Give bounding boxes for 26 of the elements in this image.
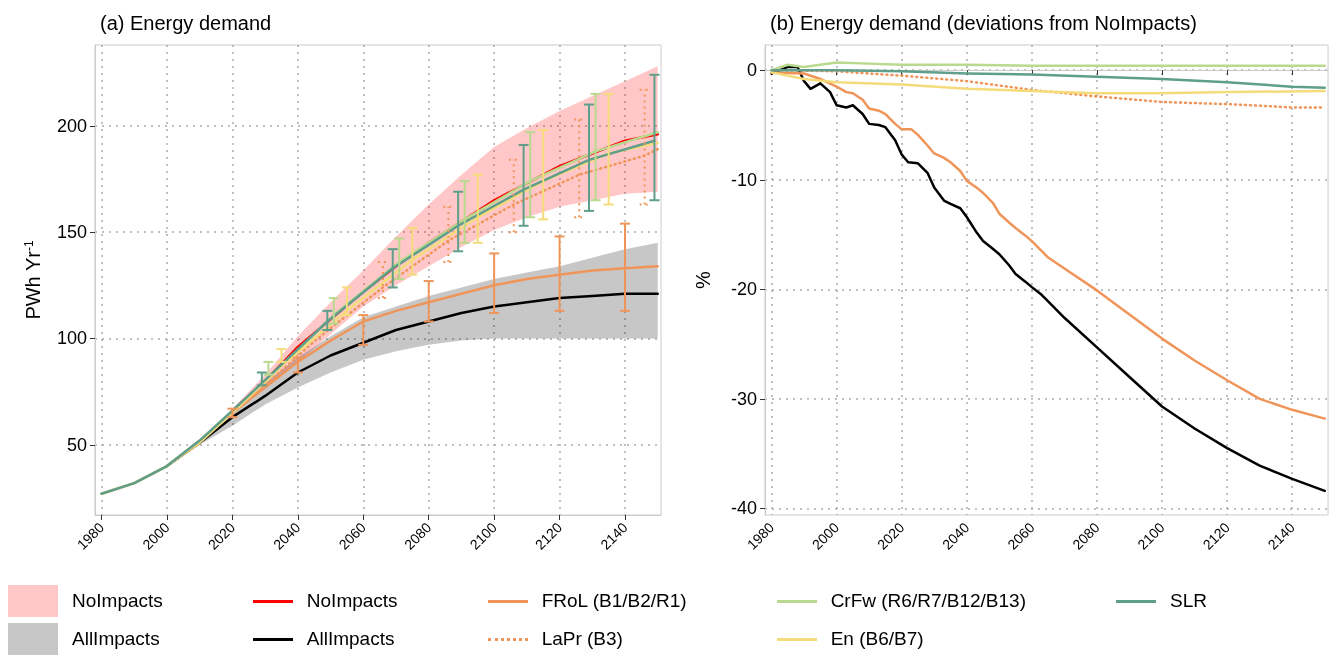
legend-label: En (B6/B7) [830, 628, 924, 650]
chart-title: (b) Energy demand (deviations from NoImpacts) [770, 12, 1197, 34]
legend-label: SLR [1169, 590, 1207, 612]
line-series [770, 68, 1326, 89]
y-axis-title: PWh Yr-1 [22, 239, 44, 320]
legend-label: AllImpacts [72, 628, 160, 650]
y-tick-label: -10 [730, 169, 757, 190]
y-tick-label: 50 [66, 434, 87, 455]
legend-label: AllImpacts [306, 628, 395, 650]
y-tick-label: -20 [730, 279, 757, 300]
y-tick-label: 0 [746, 60, 757, 81]
legend-label: FRoL (B1/B2/R1) [541, 590, 687, 612]
y-tick-label: -40 [730, 498, 757, 519]
y-tick-label: -30 [730, 388, 757, 409]
line-series [770, 65, 1326, 493]
legend-label: LaPr (B3) [541, 628, 623, 650]
y-tick-label: 100 [56, 328, 87, 349]
chart-title: (a) Energy demand [100, 12, 272, 34]
line-series [770, 71, 1326, 95]
text: NoImpacts [72, 590, 163, 611]
legend-label: CrFw (R6/R7/B12/B13) [830, 590, 1026, 612]
y-tick-label: 200 [56, 115, 87, 136]
legend-label: NoImpacts [306, 590, 398, 612]
line-series [770, 61, 1326, 72]
y-tick-label: 150 [56, 222, 87, 243]
y-axis-title: % [692, 270, 714, 289]
